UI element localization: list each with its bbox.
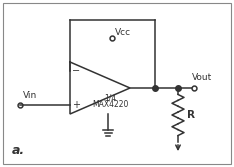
Text: Vin: Vin — [23, 91, 37, 100]
Text: R: R — [187, 110, 195, 120]
Text: Vout: Vout — [192, 73, 212, 82]
Text: 1/4: 1/4 — [104, 93, 116, 102]
Text: Vcc: Vcc — [115, 28, 131, 37]
Text: a.: a. — [12, 144, 25, 157]
Text: −: − — [72, 66, 80, 76]
Text: MAX4220: MAX4220 — [92, 100, 128, 109]
Text: +: + — [72, 100, 80, 110]
